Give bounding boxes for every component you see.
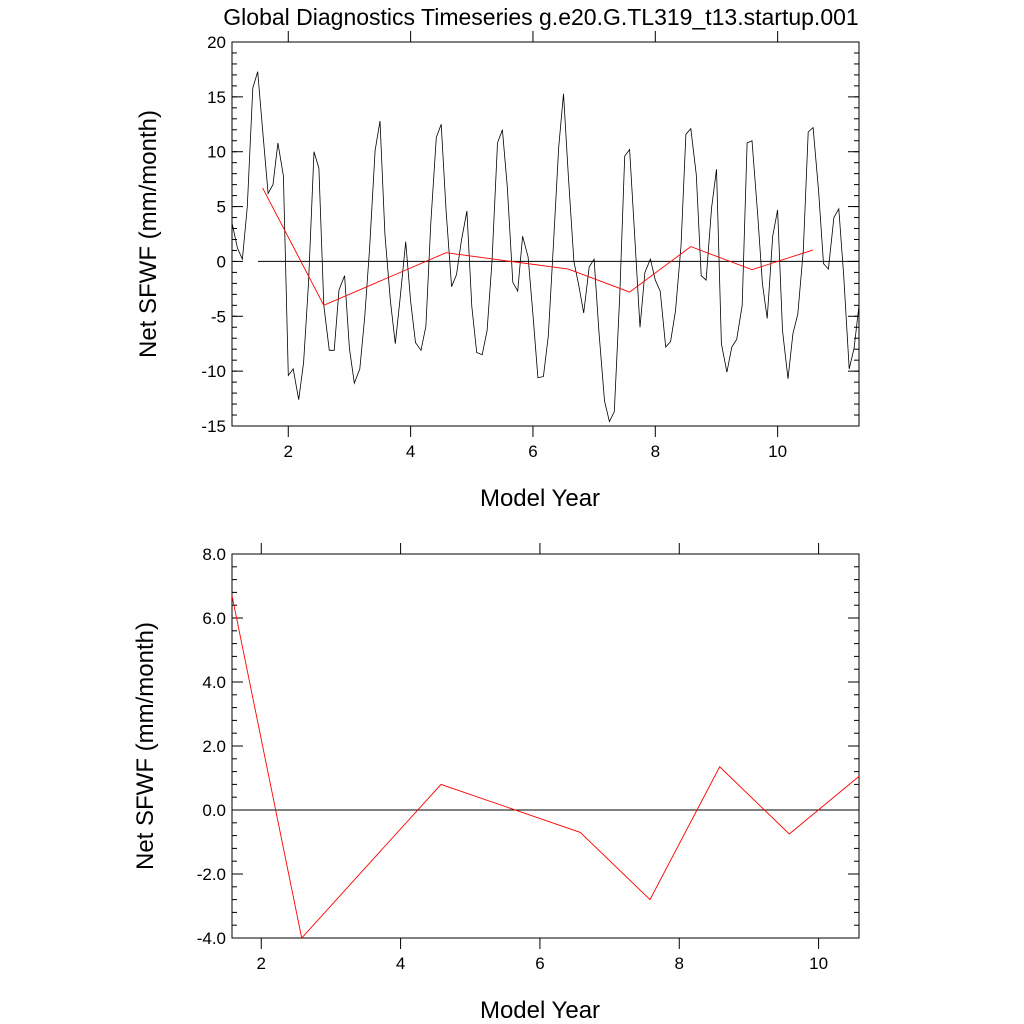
x-tick-label: 6: [535, 954, 544, 973]
x-tick-label: 10: [809, 954, 828, 973]
x-tick-label: 10: [768, 442, 787, 461]
y-tick-label: 4.0: [202, 673, 226, 692]
top-plot-frame: [231, 41, 860, 427]
chart-title: Global Diagnostics Timeseries g.e20.G.TL…: [223, 4, 858, 30]
x-tick-label: 4: [396, 954, 405, 973]
top-ticks: [232, 31, 859, 437]
top-y-axis-label: Net SFWF (mm/month): [135, 110, 162, 358]
top-series: [231, 71, 860, 423]
bottom-plot-frame: [231, 553, 860, 939]
y-tick-label: 20: [207, 33, 226, 52]
x-tick-label: 6: [528, 442, 537, 461]
x-tick-label: 8: [651, 442, 660, 461]
top-x-tick-labels: 2 4 6 8 10: [284, 442, 788, 461]
bottom-ticks: [232, 543, 859, 949]
x-tick-label: 2: [284, 442, 293, 461]
y-tick-label: -5: [211, 307, 226, 326]
y-tick-label: 15: [207, 88, 226, 107]
series-line-annual: [231, 595, 860, 939]
y-tick-label: -2.0: [197, 865, 226, 884]
series-line-monthly: [231, 71, 860, 423]
y-tick-label: -4.0: [197, 929, 226, 948]
top-panel: -15 -10 -5 0 5 10 15 20 2 4 6 8 10 Model Year Net S…: [135, 31, 860, 512]
x-tick-label: 8: [675, 954, 684, 973]
top-x-axis-label: Model Year: [480, 485, 600, 512]
y-tick-label: 8.0: [202, 545, 226, 564]
y-tick-label: 0: [217, 252, 226, 271]
bottom-x-axis-label: Model Year: [480, 997, 600, 1024]
y-tick-label: 0.0: [202, 801, 226, 820]
series-line-annual: [262, 187, 814, 306]
top-y-tick-labels: -15 -10 -5 0 5 10 15 20: [201, 33, 226, 436]
x-tick-label: 4: [406, 442, 415, 461]
y-tick-label: 6.0: [202, 609, 226, 628]
bottom-series: [231, 595, 860, 939]
bottom-y-tick-labels: -4.0 -2.0 0.0 2.0 4.0 6.0 8.0: [197, 545, 226, 948]
y-tick-label: 10: [207, 143, 226, 162]
y-tick-label: -15: [201, 417, 226, 436]
y-tick-label: -10: [201, 362, 226, 381]
bottom-y-axis-label: Net SFWF (mm/month): [132, 622, 159, 870]
bottom-x-tick-labels: 2 4 6 8 10: [257, 954, 829, 973]
bottom-panel: -4.0 -2.0 0.0 2.0 4.0 6.0 8.0 2 4 6 8 10 Model Yea…: [132, 543, 860, 1024]
y-tick-label: 2.0: [202, 737, 226, 756]
y-tick-label: 5: [217, 198, 226, 217]
x-tick-label: 2: [257, 954, 266, 973]
